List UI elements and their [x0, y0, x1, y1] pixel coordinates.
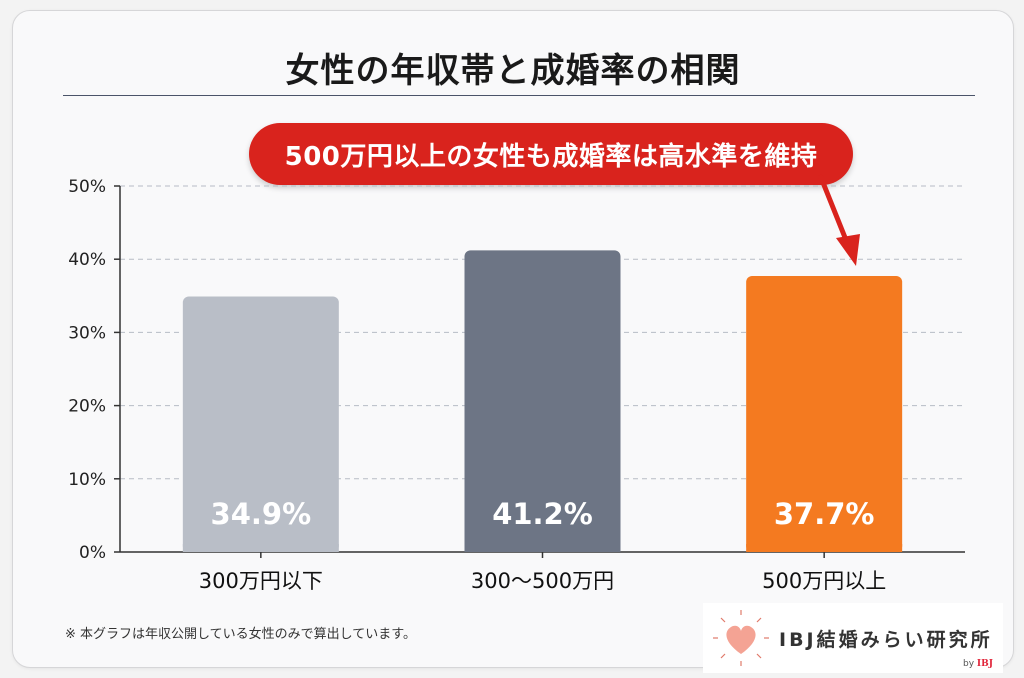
- ibj-logo: IBJ結婚みらい研究所 by IBJ: [703, 603, 1003, 673]
- chart-card: 女性の年収帯と成婚率の相関 500万円以上の女性も成婚率は高水準を維持 ※ 本グ…: [12, 10, 1014, 673]
- chart-title: 女性の年収帯と成婚率の相関: [285, 51, 741, 91]
- title-divider: [63, 95, 975, 96]
- logo-by-label: by: [963, 659, 975, 669]
- heart-icon: [713, 610, 769, 666]
- footnote: ※ 本グラフは年収公開している女性のみで算出しています。: [65, 627, 416, 642]
- callout-banner: 500万円以上の女性も成婚率は高水準を維持: [249, 123, 853, 185]
- logo-byline: by IBJ: [963, 659, 993, 669]
- logo-brand-mark: IBJ: [976, 659, 993, 669]
- logo-text: IBJ結婚みらい研究所: [779, 629, 993, 651]
